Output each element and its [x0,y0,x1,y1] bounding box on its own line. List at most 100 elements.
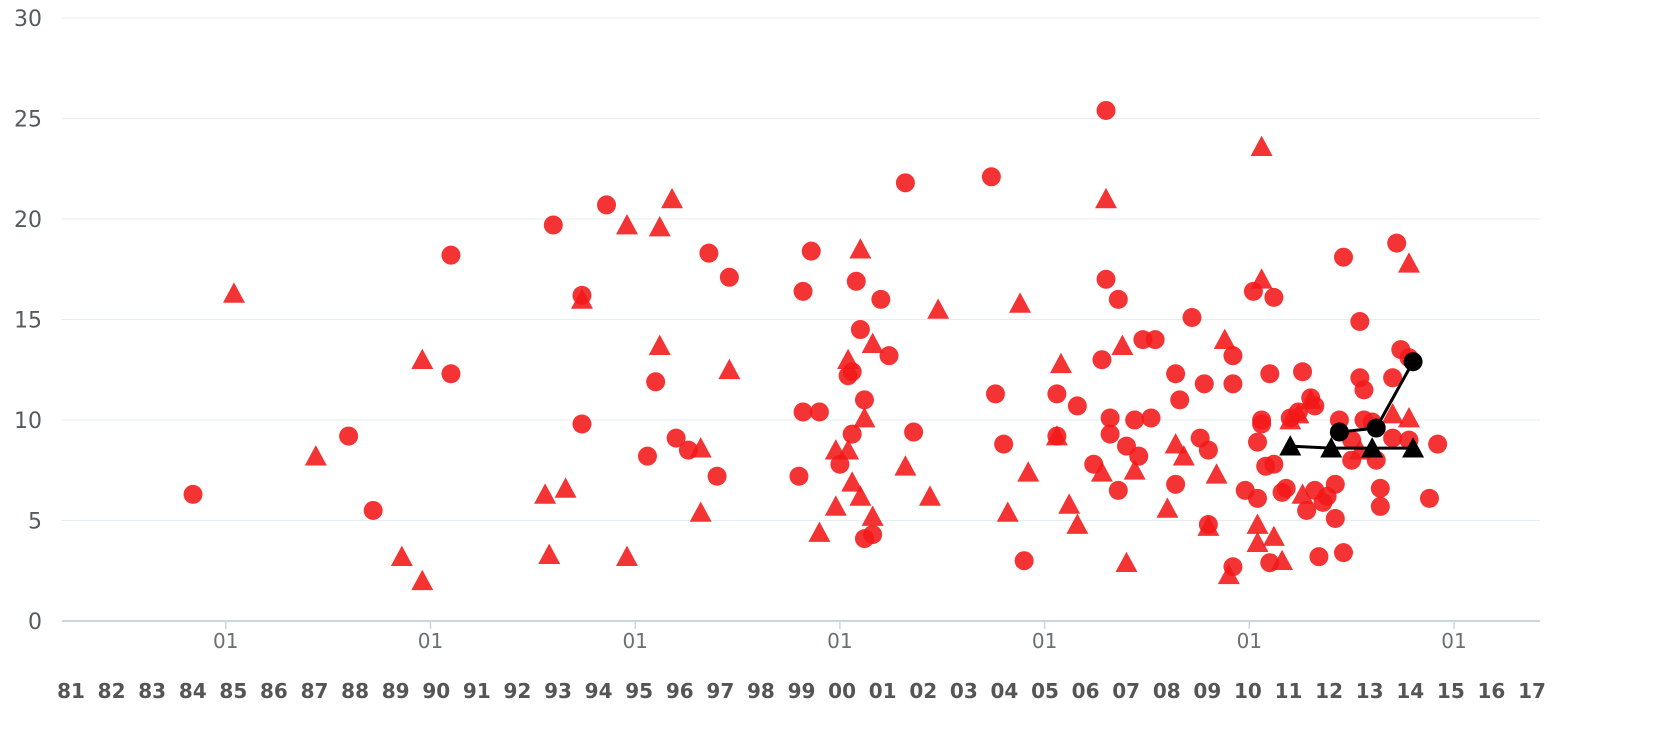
red-circle-point[interactable] [1067,396,1087,416]
red-circle-point[interactable] [1428,434,1448,454]
red-triangle-point[interactable] [1299,388,1322,410]
red-circle-point[interactable] [985,384,1005,404]
red-circle-point[interactable] [981,167,1001,187]
red-circle-point[interactable] [1125,410,1145,430]
black-circle-point[interactable] [1403,352,1423,372]
red-triangle-point[interactable] [648,334,671,355]
red-circle-point[interactable] [1370,496,1390,516]
red-circle-point[interactable] [363,500,383,520]
red-triangle-point[interactable] [861,332,884,353]
black-triangle-point[interactable] [1402,437,1425,458]
red-circle-point[interactable] [1092,350,1112,370]
red-triangle-point[interactable] [853,406,876,428]
red-triangle-point[interactable] [1397,252,1420,273]
red-circle-point[interactable] [1100,424,1120,444]
red-circle-point[interactable] [637,446,657,466]
red-triangle-point[interactable] [718,358,741,380]
red-circle-point[interactable] [1014,551,1034,571]
red-triangle-point[interactable] [554,477,577,498]
red-circle-point[interactable] [1419,488,1439,508]
red-triangle-point[interactable] [861,505,884,526]
red-circle-point[interactable] [793,402,813,422]
red-triangle-point[interactable] [1164,433,1187,454]
red-triangle-point[interactable] [222,282,245,303]
red-circle-point[interactable] [1297,500,1317,520]
red-circle-point[interactable] [842,424,862,444]
red-triangle-point[interactable] [411,569,434,591]
red-circle-point[interactable] [1223,346,1243,366]
red-triangle-point[interactable] [1287,402,1310,424]
red-triangle-point[interactable] [1250,268,1273,289]
red-circle-point[interactable] [1129,446,1149,466]
red-triangle-point[interactable] [304,445,327,466]
red-circle-point[interactable] [1096,269,1116,289]
red-triangle-point[interactable] [1205,463,1228,484]
black-triangle-point[interactable] [1361,437,1384,458]
red-triangle-point[interactable] [918,485,941,506]
red-triangle-point[interactable] [570,288,593,309]
red-circle-point[interactable] [854,390,874,410]
black-circle-point[interactable] [1329,422,1349,442]
red-circle-point[interactable] [646,372,666,392]
red-circle-point[interactable] [1100,408,1120,428]
red-triangle-point[interactable] [849,485,872,506]
red-triangle-point[interactable] [689,501,712,522]
red-circle-point[interactable] [666,428,686,448]
red-circle-point[interactable] [543,215,563,235]
red-circle-point[interactable] [707,466,727,486]
red-circle-point[interactable] [1309,547,1329,567]
red-triangle-point[interactable] [1246,531,1269,552]
red-triangle-point[interactable] [1246,513,1269,534]
red-circle-point[interactable] [879,346,899,366]
red-circle-point[interactable] [1325,508,1345,528]
red-circle-point[interactable] [1248,432,1268,452]
red-triangle-point[interactable] [1381,402,1404,424]
red-triangle-point[interactable] [1156,497,1179,518]
red-circle-point[interactable] [699,243,719,263]
red-circle-point[interactable] [1370,478,1390,498]
red-circle-point[interactable] [1383,368,1403,388]
red-circle-point[interactable] [1333,543,1353,563]
red-circle-point[interactable] [1166,364,1186,384]
red-triangle-point[interactable] [1045,425,1068,446]
red-circle-point[interactable] [871,289,891,309]
red-circle-point[interactable] [1260,364,1280,384]
red-circle-point[interactable] [339,426,359,446]
red-circle-point[interactable] [1145,330,1165,350]
red-triangle-point[interactable] [390,545,413,567]
red-triangle-point[interactable] [824,495,847,516]
red-triangle-point[interactable] [1172,445,1195,466]
red-triangle-point[interactable] [1217,563,1240,585]
red-triangle-point[interactable] [1250,135,1273,156]
red-circle-point[interactable] [1350,312,1370,332]
red-triangle-point[interactable] [1115,551,1138,573]
red-triangle-point[interactable] [1095,187,1118,209]
red-circle-point[interactable] [1182,307,1202,327]
red-circle-point[interactable] [1387,233,1407,253]
red-triangle-point[interactable] [1049,352,1072,374]
red-triangle-point[interactable] [1271,549,1294,571]
red-triangle-point[interactable] [1066,513,1089,534]
red-circle-point[interactable] [994,434,1014,454]
black-triangle-point[interactable] [1279,435,1302,456]
red-triangle-point[interactable] [1017,461,1040,482]
red-circle-point[interactable] [895,173,915,193]
red-triangle-point[interactable] [615,214,638,235]
red-circle-point[interactable] [789,466,809,486]
red-circle-point[interactable] [1223,374,1243,394]
red-circle-point[interactable] [597,195,617,215]
red-circle-point[interactable] [572,414,592,434]
red-triangle-point[interactable] [849,238,872,259]
red-circle-point[interactable] [809,402,829,422]
red-triangle-point[interactable] [661,187,684,209]
red-circle-point[interactable] [1325,474,1345,494]
red-triangle-point[interactable] [996,501,1019,522]
red-circle-point[interactable] [1276,478,1296,498]
red-circle-point[interactable] [1264,454,1284,474]
red-triangle-point[interactable] [1090,461,1113,482]
red-triangle-point[interactable] [411,348,434,370]
red-circle-point[interactable] [1108,480,1128,500]
red-circle-point[interactable] [850,320,870,340]
red-triangle-point[interactable] [927,298,950,319]
red-circle-point[interactable] [1383,428,1403,448]
